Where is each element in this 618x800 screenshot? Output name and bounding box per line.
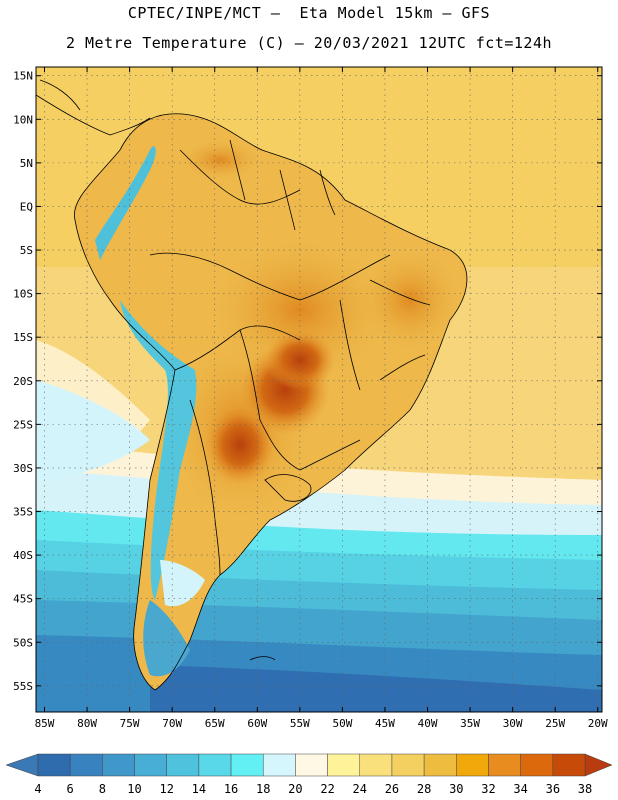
lat-tick-label: 15S	[13, 331, 33, 344]
colorbar-label: 18	[256, 782, 270, 796]
lon-tick-label: 30W	[503, 717, 523, 730]
lon-tick-label: 25W	[545, 717, 565, 730]
lon-tick-label: 50W	[332, 717, 352, 730]
colorbar-bin	[166, 753, 200, 777]
colorbar-bin	[488, 753, 521, 777]
colorbar-bin	[359, 753, 393, 777]
lon-tick-label: 40W	[418, 717, 438, 730]
colorbar-label: 20	[288, 782, 302, 796]
lon-tick-label: 45W	[375, 717, 395, 730]
lat-tick-label: 50S	[13, 636, 33, 649]
colorbar-bin	[520, 753, 554, 777]
colorbar-bin	[295, 753, 328, 777]
lon-tick-label: 80W	[77, 717, 97, 730]
colorbar-bin	[102, 753, 135, 777]
lon-tick-label: 85W	[35, 717, 55, 730]
colorbar-high-arrow	[584, 753, 613, 777]
colorbar-bin	[198, 753, 232, 777]
colorbar-label: 26	[385, 782, 399, 796]
colorbar-label: 12	[159, 782, 173, 796]
colorbar-label: 24	[353, 782, 367, 796]
colorbar-label: 4	[34, 782, 41, 796]
colorbar-bin	[37, 753, 71, 777]
lon-tick-label: 20W	[588, 717, 608, 730]
lat-tick-label: 25S	[13, 418, 33, 431]
temperature-field	[36, 67, 602, 712]
map-subtitle: 2 Metre Temperature (C) – 20/03/2021 12U…	[65, 34, 553, 52]
colorbar-label: 16	[224, 782, 238, 796]
plot-frame	[35, 66, 603, 713]
lat-tick-label: 15N	[13, 70, 33, 83]
map-title: CPTEC/INPE/MCT – Eta Model 15km – GFS	[127, 4, 491, 22]
lat-tick-label: 5N	[20, 157, 33, 170]
lon-tick-label: 70W	[162, 717, 182, 730]
colorbar-label: 34	[513, 782, 527, 796]
lat-tick-label: 5S	[20, 244, 33, 257]
colorbar-bin	[391, 753, 425, 777]
colorbar-label: 32	[481, 782, 495, 796]
colorbar-bin	[456, 753, 489, 777]
colorbar-label: 36	[546, 782, 560, 796]
colorbar-bin	[134, 753, 167, 777]
lat-tick-label: 55S	[13, 680, 33, 693]
colorbar-label: 6	[67, 782, 74, 796]
colorbar-bin	[423, 753, 457, 777]
colorbar-bin	[327, 753, 361, 777]
axis-ticks: 15N 10N 5N EQ 5S 10S 15S 20S 25S 30S 35S 40S 45S 50S 5…	[13, 67, 608, 730]
colorbar-label: 10	[127, 782, 141, 796]
lat-tick-label: 10S	[13, 288, 33, 301]
lon-tick-label: 65W	[205, 717, 225, 730]
colorbar-label: 30	[449, 782, 463, 796]
country-borders	[36, 79, 468, 691]
colorbar-label: 14	[192, 782, 206, 796]
lon-tick-label: 55W	[290, 717, 310, 730]
colorbar-bin	[552, 753, 586, 777]
colorbar-bin	[262, 753, 296, 777]
lat-tick-label: 45S	[13, 593, 33, 606]
lat-tick-label: 30S	[13, 462, 33, 475]
colorbar-label: 8	[99, 782, 106, 796]
lat-tick-label: 40S	[13, 549, 33, 562]
colorbar-low-arrow	[5, 753, 39, 777]
lon-tick-label: 35W	[460, 717, 480, 730]
colorbar-label: 22	[320, 782, 334, 796]
lat-tick-label: 10N	[13, 113, 33, 126]
colorbar-bin	[230, 753, 264, 777]
colorbar: 4 6 8 10 12 14 16 18 20 22 24 26 28 30 32 34 36 38	[5, 753, 613, 796]
lat-tick-label: 20S	[13, 375, 33, 388]
lon-tick-label: 60W	[247, 717, 267, 730]
lat-tick-label: 35S	[13, 506, 33, 519]
graticule	[36, 67, 602, 712]
lon-tick-label: 75W	[120, 717, 140, 730]
lat-tick-label: EQ	[20, 200, 33, 213]
colorbar-label: 38	[578, 782, 592, 796]
colorbar-bin	[69, 753, 103, 777]
colorbar-label: 28	[417, 782, 431, 796]
